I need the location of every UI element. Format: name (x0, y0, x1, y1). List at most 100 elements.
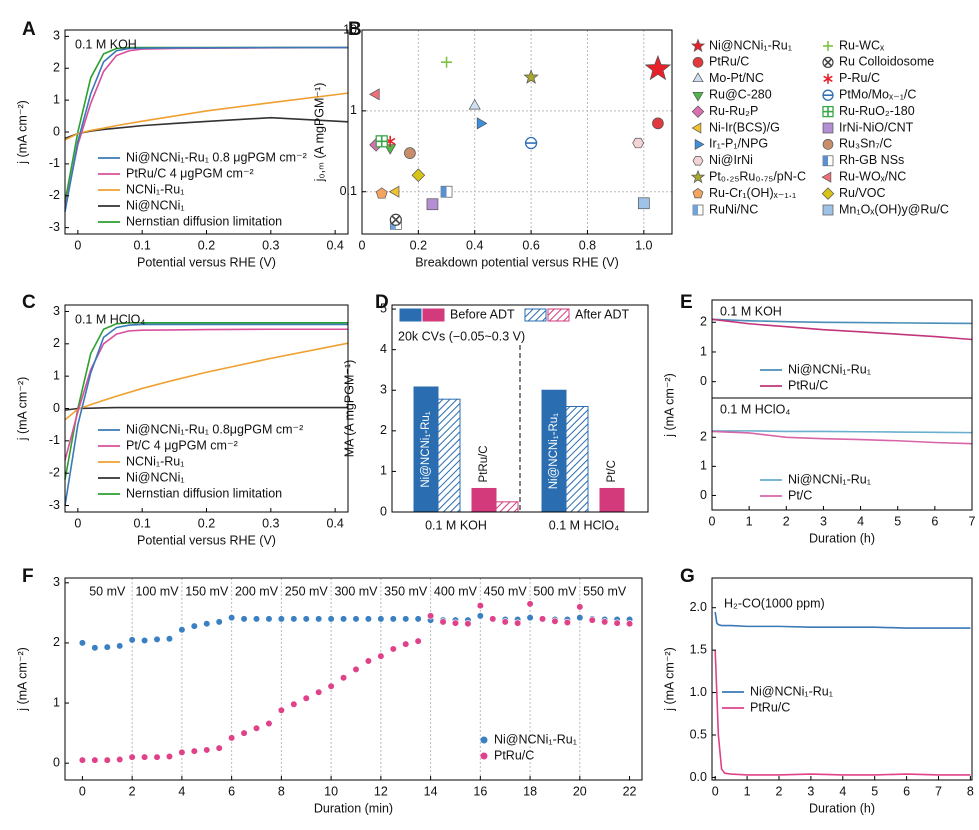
data-point (327, 615, 335, 623)
x-tick-label: 5 (894, 514, 901, 528)
x-tick-label: 0 (79, 784, 86, 798)
data-point (426, 612, 435, 620)
data-point (388, 185, 400, 198)
data-point (203, 746, 211, 754)
legend-label: Ni@NCNi₁-Ru₁ (494, 732, 577, 746)
x-tick-label: 4 (839, 784, 846, 798)
data-point (464, 620, 472, 628)
segment-label: 250 mV (285, 584, 329, 598)
legend-label: Ni@NCNi₁-Ru₁ (788, 362, 871, 376)
y-tick-label: 1 (700, 344, 707, 358)
data-point (441, 56, 453, 68)
y-tick-label: 1 (380, 464, 387, 478)
data-point (501, 618, 509, 626)
y-tick-label: 5 (380, 301, 387, 315)
legend-label: Rh-GB NSs (839, 153, 904, 167)
x-tick-label: 0 (74, 238, 81, 252)
data-point (489, 615, 497, 623)
data-point (339, 615, 348, 623)
marker-shape (822, 139, 834, 150)
legend-label: IrNi-NiO/CNT (839, 120, 914, 134)
y-tick-label: -2 (49, 188, 60, 202)
marker-shape (823, 155, 828, 166)
data-line (64, 406, 348, 411)
marker-shape (637, 197, 650, 210)
segment-label: 200 mV (235, 584, 279, 598)
data-point (178, 748, 186, 756)
panel-letter: F (22, 566, 34, 587)
legend-marker (692, 156, 704, 166)
data-line (711, 318, 973, 341)
legend-marker (822, 139, 834, 150)
legend-label: PtRu/C 4 μgPGM cm⁻² (126, 166, 254, 180)
data-line (711, 318, 973, 325)
x-tick-label: 7 (935, 784, 942, 798)
y-axis-label: j₀,ₘ (A mgPGM⁻¹) (312, 83, 326, 183)
data-point (153, 635, 161, 643)
panel-letter: C (22, 292, 36, 313)
data-point (228, 614, 236, 622)
data-point (514, 619, 522, 627)
legend-marker (821, 171, 832, 183)
marker-shape (632, 137, 645, 149)
legend-marker (822, 105, 834, 118)
legend-label: Mo-Pt/NC (709, 71, 764, 85)
data-point (228, 734, 236, 742)
legend-label: Ru@C-280 (709, 87, 772, 101)
segment-label: 50 mV (89, 584, 126, 598)
legend-label: Pt/C 4 μgPGM cm⁻² (126, 438, 238, 452)
x-tick-label: 0.4 (466, 238, 483, 252)
data-point (203, 620, 211, 628)
y-axis-label: j (mA cm⁻²) (662, 373, 676, 438)
segment-label: 450 mV (484, 584, 528, 598)
x-tick-label: 0.3 (262, 238, 279, 252)
data-point (153, 753, 161, 761)
x-tick-label: 0.8 (579, 238, 596, 252)
data-point (414, 637, 422, 645)
marker-shape (652, 117, 664, 130)
legend-label: Ni@NCNi₁-Ru₁ (788, 472, 871, 486)
data-point (389, 645, 397, 653)
data-point (140, 753, 149, 761)
x-tick-label: 0.4 (326, 516, 343, 530)
data-line (714, 611, 971, 629)
data-point (140, 636, 149, 645)
legend-label: Ni-Ir(BCS)/G (709, 120, 780, 134)
segment-label: 100 mV (135, 584, 179, 598)
y-tick-label: 3 (53, 575, 60, 589)
x-tick-label: 16 (473, 784, 487, 798)
x-tick-label: 2 (783, 514, 790, 528)
annotation: 20k CVs (−0.05~0.3 V) (398, 329, 525, 343)
bar (495, 501, 519, 513)
y-tick-label: 2 (700, 430, 707, 444)
y-tick-label: 3 (53, 29, 60, 43)
data-point (352, 615, 360, 623)
legend-marker (692, 91, 704, 102)
x-axis-label: Duration (min) (314, 801, 393, 815)
y-tick-label: 1.5 (690, 642, 707, 656)
panel-letter: D (375, 292, 389, 313)
y-tick-label: 1 (53, 695, 60, 709)
data-point (402, 640, 410, 648)
data-point (327, 682, 335, 690)
data-point (78, 756, 87, 764)
x-tick-label: 0.3 (262, 516, 279, 530)
x-axis-label: Duration (h) (809, 801, 875, 815)
legend-label: PtRu/C (494, 748, 534, 762)
y-tick-label: 2 (53, 336, 60, 350)
legend-marker (692, 204, 704, 216)
y-axis-label: j (mA cm⁻²) (15, 647, 29, 712)
data-point (625, 620, 634, 628)
y-axis-label: j (mA cm⁻²) (15, 377, 29, 442)
data-point (476, 612, 484, 620)
data-point (551, 617, 559, 625)
segment-label: 500 mV (533, 584, 577, 598)
y-tick-label: 0.0 (690, 770, 707, 784)
marker-shape (821, 187, 835, 200)
marker-shape (822, 204, 834, 216)
legend-marker (692, 57, 704, 68)
x-tick-label: 0.1 M HClO₄ (549, 518, 619, 532)
data-point (315, 615, 323, 623)
plot-frame (64, 577, 643, 781)
y-tick-label: -1 (49, 156, 60, 170)
